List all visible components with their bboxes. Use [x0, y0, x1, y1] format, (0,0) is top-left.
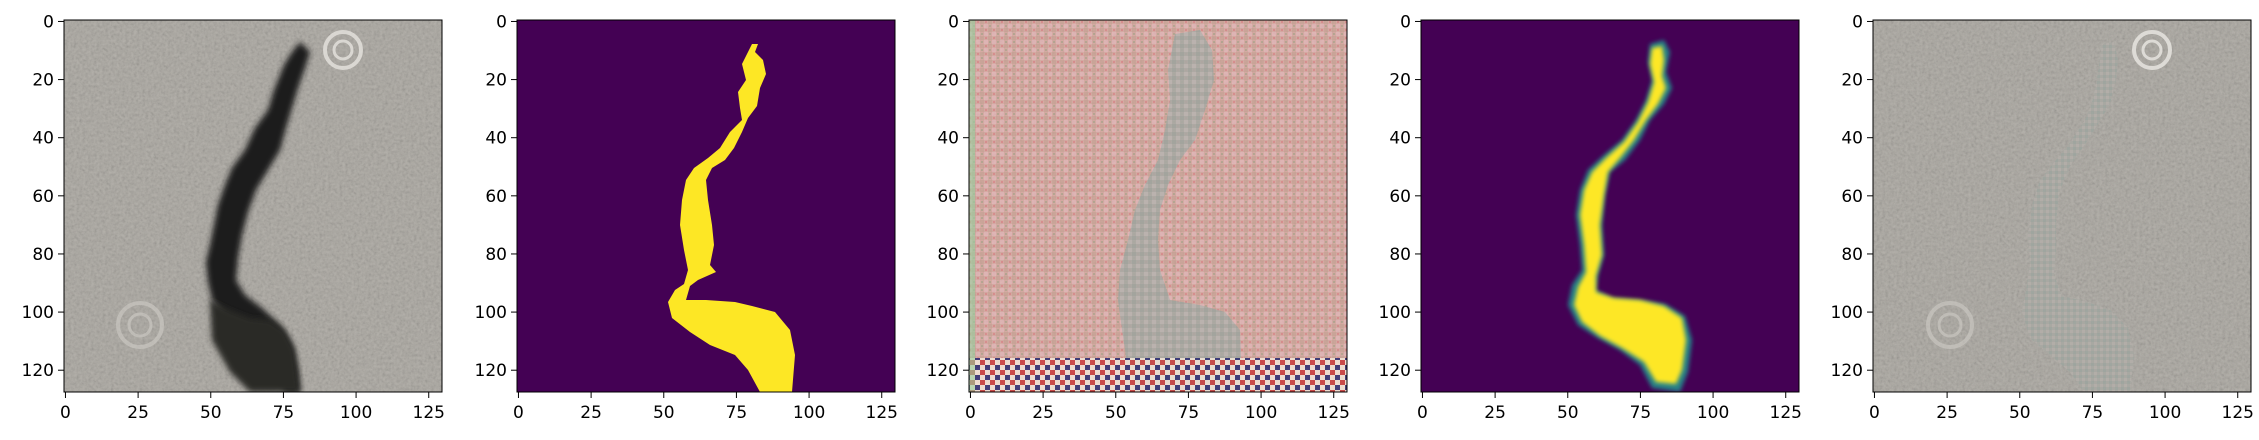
x-tick-label: 100 — [1245, 403, 1277, 423]
panel-4-yaxis: 0 20 40 60 80 100 120 — [1379, 12, 1421, 381]
x-tick-label: 25 — [127, 403, 149, 423]
x-tick-label: 125 — [866, 403, 898, 423]
y-tick-label: 120 — [22, 361, 54, 381]
panel-3: 0 25 50 75 100 125 0 20 40 60 80 100 120 — [927, 12, 1350, 423]
x-tick-label: 75 — [1630, 403, 1652, 423]
y-tick-label: 100 — [927, 303, 959, 323]
panel-1-xaxis: 0 25 50 75 100 125 — [60, 392, 445, 423]
y-tick-label: 0 — [1400, 12, 1411, 32]
panel-5-xaxis: 0 25 50 75 100 125 — [1869, 392, 2254, 423]
x-tick-label: 100 — [793, 403, 825, 423]
y-tick-label: 100 — [475, 303, 507, 323]
x-tick-label: 50 — [2009, 403, 2031, 423]
y-tick-label: 20 — [32, 71, 54, 91]
y-tick-label: 120 — [927, 361, 959, 381]
panel-3-yaxis: 0 20 40 60 80 100 120 — [927, 12, 969, 381]
x-tick-label: 25 — [1936, 403, 1958, 423]
y-tick-label: 100 — [22, 303, 54, 323]
y-tick-label: 80 — [485, 245, 507, 265]
x-tick-label: 125 — [1770, 403, 1802, 423]
panel-4-image — [1421, 20, 1799, 392]
y-tick-label: 120 — [1379, 361, 1411, 381]
panel-3-image — [969, 20, 1347, 392]
x-tick-label: 25 — [1484, 403, 1506, 423]
x-tick-label: 75 — [726, 403, 748, 423]
y-tick-label: 40 — [1389, 129, 1411, 149]
panel-2-xaxis: 0 25 50 75 100 125 — [513, 392, 898, 423]
y-tick-label: 20 — [1389, 71, 1411, 91]
x-tick-label: 125 — [413, 403, 445, 423]
y-tick-label: 80 — [32, 245, 54, 265]
y-tick-label: 60 — [32, 187, 54, 207]
x-tick-label: 50 — [653, 403, 675, 423]
y-tick-label: 40 — [32, 129, 54, 149]
x-tick-label: 25 — [1032, 403, 1054, 423]
panel-1-image — [64, 20, 442, 392]
y-tick-label: 40 — [937, 129, 959, 149]
y-tick-label: 120 — [475, 361, 507, 381]
y-tick-label: 20 — [1841, 71, 1863, 91]
x-tick-label: 0 — [965, 403, 976, 423]
panel-2-image — [517, 20, 895, 392]
y-tick-label: 0 — [1852, 12, 1863, 32]
x-tick-label: 0 — [513, 403, 524, 423]
panel-1: 0 25 50 75 100 125 0 20 40 60 80 100 120 — [22, 12, 445, 423]
x-tick-label: 75 — [2082, 403, 2104, 423]
panel-2-yaxis: 0 20 40 60 80 100 120 — [475, 12, 517, 381]
y-tick-label: 0 — [43, 12, 54, 32]
y-tick-label: 100 — [1379, 303, 1411, 323]
x-tick-label: 100 — [1697, 403, 1729, 423]
y-tick-label: 60 — [485, 187, 507, 207]
panel-5-image — [1873, 20, 2251, 392]
x-tick-label: 125 — [2222, 403, 2254, 423]
y-tick-label: 120 — [1831, 361, 1863, 381]
y-tick-label: 40 — [485, 129, 507, 149]
panel-3-xaxis: 0 25 50 75 100 125 — [965, 392, 1350, 423]
x-tick-label: 100 — [2149, 403, 2181, 423]
panel-4: 0 25 50 75 100 125 0 20 40 60 80 100 120 — [1379, 12, 1802, 423]
x-tick-label: 0 — [1869, 403, 1880, 423]
y-tick-label: 0 — [948, 12, 959, 32]
panel-4-xaxis: 0 25 50 75 100 125 — [1417, 392, 1802, 423]
x-tick-label: 50 — [200, 403, 222, 423]
panel-5: 0 25 50 75 100 125 0 20 40 60 80 100 120 — [1831, 12, 2254, 423]
y-tick-label: 100 — [1831, 303, 1863, 323]
panel-5-yaxis: 0 20 40 60 80 100 120 — [1831, 12, 1873, 381]
y-tick-label: 80 — [937, 245, 959, 265]
x-tick-label: 75 — [1178, 403, 1200, 423]
x-tick-label: 25 — [580, 403, 602, 423]
y-tick-label: 60 — [937, 187, 959, 207]
y-tick-label: 20 — [485, 71, 507, 91]
y-tick-label: 80 — [1389, 245, 1411, 265]
panel-2: 0 25 50 75 100 125 0 20 40 60 80 100 120 — [475, 12, 898, 423]
y-tick-label: 0 — [496, 12, 507, 32]
y-tick-label: 80 — [1841, 245, 1863, 265]
x-tick-label: 100 — [340, 403, 372, 423]
y-tick-label: 20 — [937, 71, 959, 91]
x-tick-label: 50 — [1105, 403, 1127, 423]
x-tick-label: 50 — [1557, 403, 1579, 423]
x-tick-label: 75 — [273, 403, 295, 423]
y-tick-label: 60 — [1841, 187, 1863, 207]
x-tick-label: 0 — [1417, 403, 1428, 423]
x-tick-label: 0 — [60, 403, 71, 423]
y-tick-label: 60 — [1389, 187, 1411, 207]
x-tick-label: 125 — [1318, 403, 1350, 423]
panel-1-yaxis: 0 20 40 60 80 100 120 — [22, 12, 64, 381]
y-tick-label: 40 — [1841, 129, 1863, 149]
